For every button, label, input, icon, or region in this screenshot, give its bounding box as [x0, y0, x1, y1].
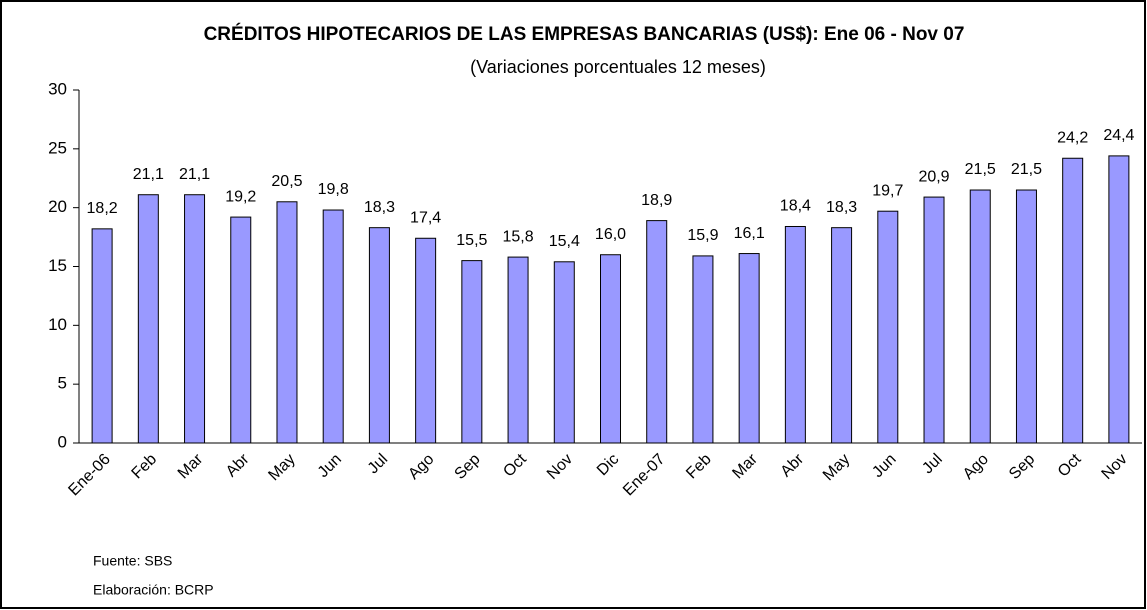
- y-tick-label: 10: [48, 315, 67, 334]
- bar: [553, 261, 575, 444]
- source: Fuente: SBS: [93, 553, 172, 569]
- bar: [322, 209, 344, 444]
- value-label: 21,5: [1011, 161, 1042, 178]
- y-tick-label: 25: [48, 138, 67, 157]
- bar: [923, 196, 945, 444]
- chart-subtitle: (Variaciones porcentuales 12 meses): [470, 57, 766, 77]
- value-label: 20,9: [918, 168, 949, 185]
- y-tick-label: 5: [58, 374, 67, 393]
- bar: [600, 254, 621, 444]
- y-tick-label: 30: [48, 79, 67, 98]
- bar: [831, 227, 853, 444]
- bar: [184, 194, 206, 444]
- bar: [137, 194, 159, 444]
- y-tick-label: 0: [58, 432, 67, 451]
- bar: [415, 237, 437, 444]
- chart-title: CRÉDITOS HIPOTECARIOS DE LAS EMPRESAS BA…: [204, 23, 965, 45]
- value-label: 21,5: [965, 161, 996, 178]
- bar: [276, 201, 298, 444]
- value-label: 24,2: [1057, 129, 1088, 146]
- value-label: 15,9: [687, 227, 718, 244]
- bar: [784, 225, 806, 444]
- value-label: 15,5: [456, 232, 487, 249]
- value-label: 15,8: [502, 228, 533, 245]
- value-label: 19,2: [225, 188, 256, 205]
- value-label: 19,8: [318, 181, 349, 198]
- credit: Elaboración: BCRP: [93, 582, 214, 598]
- value-label: 17,4: [410, 209, 441, 226]
- value-label: 19,7: [872, 182, 903, 199]
- bar: [230, 216, 252, 444]
- value-label: 18,3: [826, 199, 857, 216]
- bar: [507, 256, 529, 444]
- value-label: 24,4: [1103, 127, 1134, 144]
- bar: [1108, 155, 1130, 444]
- bar: [1062, 157, 1084, 444]
- bar: [368, 227, 390, 444]
- y-tick-label: 15: [48, 256, 67, 275]
- value-label: 16,0: [595, 226, 626, 243]
- value-label: 20,5: [271, 173, 302, 190]
- bar: [738, 253, 760, 444]
- value-label: 18,4: [780, 198, 811, 215]
- value-label: 18,3: [364, 199, 395, 216]
- value-label: 21,1: [133, 166, 164, 183]
- value-label: 16,1: [734, 225, 765, 242]
- bar: [646, 220, 668, 444]
- value-label: 15,4: [549, 233, 580, 250]
- value-label: 18,2: [87, 200, 118, 217]
- bar: [877, 210, 899, 444]
- bar: [692, 255, 714, 444]
- bar: [1015, 189, 1037, 444]
- value-label: 21,1: [179, 166, 210, 183]
- value-label: 18,9: [641, 192, 672, 209]
- bar: [969, 189, 991, 444]
- y-tick-label: 20: [48, 197, 67, 216]
- bar: [91, 228, 113, 444]
- bar: [461, 260, 483, 444]
